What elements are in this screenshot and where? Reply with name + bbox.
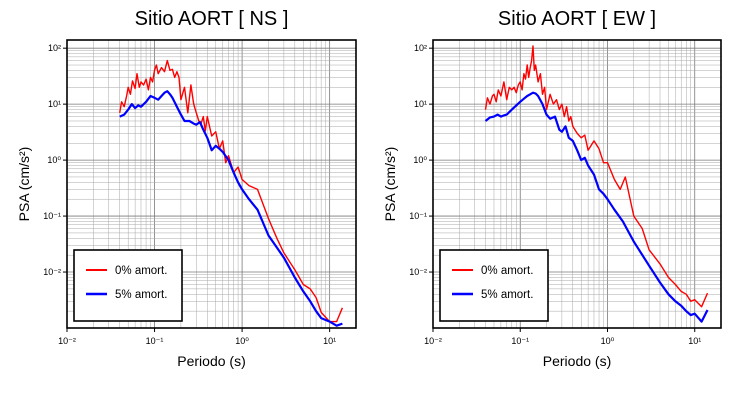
plot-frame (432, 39, 722, 329)
series-line-undamped (484, 45, 709, 308)
y-tick-label: 10² (48, 43, 61, 53)
x-tick-label: 10⁻¹ (146, 336, 164, 346)
x-tick-label: 10⁻¹ (511, 336, 529, 346)
y-axis-label: PSA (cm/s²) (16, 147, 32, 222)
y-tick-label: 10² (414, 43, 427, 53)
chart-panel-ew: Sitio AORT [ EW ] 10⁻² 10⁻¹ 10⁰ 10¹ 10² 10¹ 10⁰… (382, 8, 722, 369)
y-tick-label: 10⁰ (413, 155, 427, 165)
y-tick-label: 10¹ (414, 99, 427, 109)
series-line-undamped (119, 59, 344, 323)
legend: 0% amort. 5% amort. (439, 249, 549, 322)
series-line-damped (484, 91, 709, 323)
chart-panel-ns: Sitio AORT [ NS ] 10⁻² 10⁻¹ 10⁰ 10¹ 10² 10¹ 10⁰… (16, 8, 357, 369)
y-tick-label: 10⁻² (43, 267, 61, 277)
legend: 0% amort. 5% amort. (73, 249, 183, 322)
x-axis-label: Periodo (s) (177, 353, 245, 369)
y-tick-label: 10⁰ (47, 155, 61, 165)
x-tick-label: 10⁻² (58, 336, 76, 346)
series-line-damped (119, 90, 343, 327)
y-tick-label: 10⁻¹ (43, 211, 61, 221)
x-tick-label: 10⁰ (601, 336, 615, 346)
chart-title: Sitio AORT [ NS ] (135, 8, 289, 30)
legend-label: 5% amort. (115, 289, 167, 301)
x-tick-label: 10⁻² (424, 336, 442, 346)
legend-label: 5% amort. (481, 289, 533, 301)
y-tick-label: 10¹ (48, 99, 61, 109)
legend-label: 0% amort. (481, 265, 533, 277)
legend-box (73, 249, 183, 322)
chart-title: Sitio AORT [ EW ] (498, 8, 656, 30)
x-tick-label: 10¹ (323, 336, 336, 346)
x-tick-label: 10¹ (688, 336, 701, 346)
plot-frame (66, 39, 357, 329)
x-tick-label: 10⁰ (235, 336, 249, 346)
x-axis-label: Periodo (s) (543, 353, 611, 369)
y-tick-label: 10⁻¹ (409, 211, 427, 221)
y-axis-label: PSA (cm/s²) (382, 147, 398, 222)
legend-label: 0% amort. (115, 265, 167, 277)
y-tick-label: 10⁻² (409, 267, 427, 277)
legend-box (439, 249, 549, 322)
